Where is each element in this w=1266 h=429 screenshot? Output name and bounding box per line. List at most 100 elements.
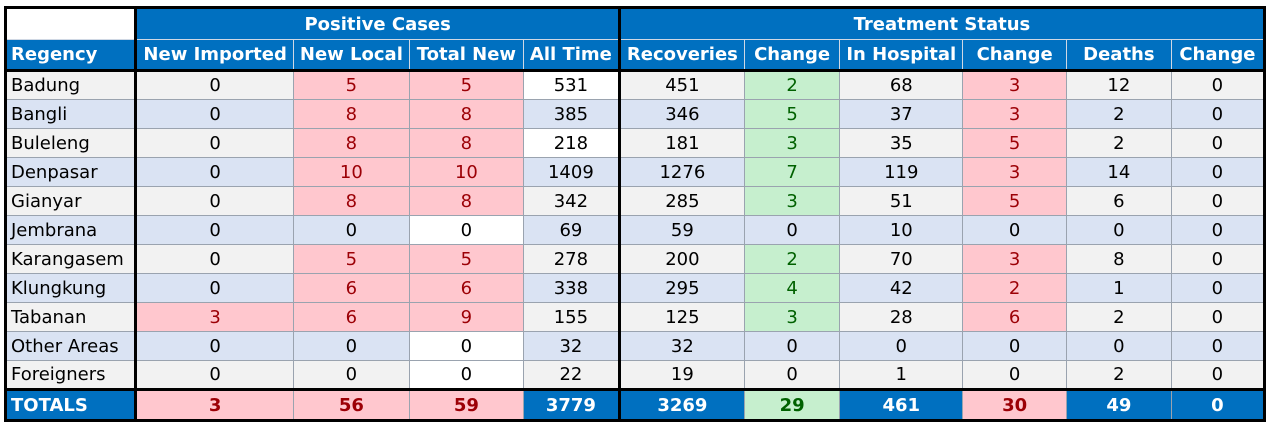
cell-deaths-change: 0 bbox=[1170, 360, 1266, 390]
cell-total-new: 9 bbox=[408, 302, 524, 332]
table-row: Karangasem 0 5 5 278 200 2 70 3 8 0 bbox=[4, 244, 1266, 274]
total-hospital-change: 30 bbox=[962, 388, 1068, 421]
cell-hospital-change: 3 bbox=[962, 244, 1068, 274]
cell-in-hospital: 119 bbox=[839, 157, 964, 187]
total-new-imported: 3 bbox=[135, 388, 294, 421]
col-header-recoveries: Recoveries bbox=[618, 39, 745, 71]
cell-new-imported: 0 bbox=[135, 360, 294, 390]
total-total-new: 59 bbox=[408, 388, 524, 421]
cell-deaths-change: 0 bbox=[1170, 244, 1266, 274]
cell-recoveries-change: 0 bbox=[743, 215, 841, 245]
treatment-status-header: Treatment Status bbox=[618, 7, 1266, 40]
table-row: Denpasar 0 10 10 1409 1276 7 119 3 14 0 bbox=[4, 157, 1266, 187]
total-recoveries-change: 29 bbox=[743, 388, 841, 421]
totals-row: TOTALS 3 56 59 3779 3269 29 461 30 49 0 bbox=[4, 388, 1266, 421]
regency-name: Jembrana bbox=[4, 215, 138, 245]
table-row: Klungkung 0 6 6 338 295 4 42 2 1 0 bbox=[4, 273, 1266, 303]
col-header-in-hospital: In Hospital bbox=[839, 39, 964, 71]
table-row: Other Areas 0 0 0 32 32 0 0 0 0 0 bbox=[4, 331, 1266, 361]
cell-recoveries: 59 bbox=[618, 215, 745, 245]
col-header-total-new: Total New bbox=[408, 39, 524, 71]
cell-in-hospital: 37 bbox=[839, 99, 964, 129]
regency-name: Tabanan bbox=[4, 302, 138, 332]
col-header-recoveries-change: Change bbox=[743, 39, 841, 71]
table-row: Jembrana 0 0 0 69 59 0 10 0 0 0 bbox=[4, 215, 1266, 245]
cell-recoveries-change: 3 bbox=[743, 128, 841, 158]
cell-new-imported: 0 bbox=[135, 99, 294, 129]
cell-deaths-change: 0 bbox=[1170, 273, 1266, 303]
cell-total-new: 8 bbox=[408, 99, 524, 129]
cell-hospital-change: 0 bbox=[962, 331, 1068, 361]
regency-name: Karangasem bbox=[4, 244, 138, 274]
cell-total-new: 8 bbox=[408, 186, 524, 216]
cell-total-new: 8 bbox=[408, 128, 524, 158]
total-all-time: 3779 bbox=[522, 388, 621, 421]
cell-all-time: 32 bbox=[522, 331, 621, 361]
cell-in-hospital: 35 bbox=[839, 128, 964, 158]
cell-in-hospital: 42 bbox=[839, 273, 964, 303]
col-header-new-imported: New Imported bbox=[135, 39, 294, 71]
regency-name: Badung bbox=[4, 70, 138, 100]
cell-new-local: 6 bbox=[292, 302, 410, 332]
cell-new-imported: 3 bbox=[135, 302, 294, 332]
cell-new-imported: 0 bbox=[135, 331, 294, 361]
cell-hospital-change: 2 bbox=[962, 273, 1068, 303]
cell-recoveries: 1276 bbox=[618, 157, 745, 187]
total-deaths: 49 bbox=[1066, 388, 1172, 421]
cell-all-time: 342 bbox=[522, 186, 621, 216]
cell-all-time: 155 bbox=[522, 302, 621, 332]
cell-all-time: 69 bbox=[522, 215, 621, 245]
corner-cell bbox=[4, 7, 138, 40]
total-recoveries: 3269 bbox=[618, 388, 745, 421]
table-row: Badung 0 5 5 531 451 2 68 3 12 0 bbox=[4, 70, 1266, 100]
cell-recoveries-change: 2 bbox=[743, 70, 841, 100]
cell-deaths-change: 0 bbox=[1170, 128, 1266, 158]
cell-total-new: 0 bbox=[408, 331, 524, 361]
cell-hospital-change: 3 bbox=[962, 157, 1068, 187]
cell-new-imported: 0 bbox=[135, 70, 294, 100]
cell-recoveries: 125 bbox=[618, 302, 745, 332]
col-header-all-time: All Time bbox=[522, 39, 621, 71]
cell-new-local: 6 bbox=[292, 273, 410, 303]
cell-hospital-change: 6 bbox=[962, 302, 1068, 332]
cell-in-hospital: 10 bbox=[839, 215, 964, 245]
cell-deaths-change: 0 bbox=[1170, 186, 1266, 216]
cell-deaths: 6 bbox=[1066, 186, 1172, 216]
cell-total-new: 5 bbox=[408, 70, 524, 100]
table-row: Bangli 0 8 8 385 346 5 37 3 2 0 bbox=[4, 99, 1266, 129]
regency-name: Denpasar bbox=[4, 157, 138, 187]
cell-total-new: 5 bbox=[408, 244, 524, 274]
cell-new-local: 10 bbox=[292, 157, 410, 187]
cell-all-time: 531 bbox=[522, 70, 621, 100]
col-header-deaths: Deaths bbox=[1066, 39, 1172, 71]
cell-deaths: 2 bbox=[1066, 360, 1172, 390]
cell-recoveries: 451 bbox=[618, 70, 745, 100]
cell-new-local: 8 bbox=[292, 128, 410, 158]
cell-total-new: 0 bbox=[408, 215, 524, 245]
cell-hospital-change: 5 bbox=[962, 186, 1068, 216]
cell-deaths-change: 0 bbox=[1170, 302, 1266, 332]
cell-deaths-change: 0 bbox=[1170, 99, 1266, 129]
cell-hospital-change: 5 bbox=[962, 128, 1068, 158]
table-row: Foreigners 0 0 0 22 19 0 1 0 2 0 bbox=[4, 360, 1266, 390]
cell-recoveries-change: 3 bbox=[743, 302, 841, 332]
regency-name: Other Areas bbox=[4, 331, 138, 361]
cell-deaths: 0 bbox=[1066, 331, 1172, 361]
cell-all-time: 385 bbox=[522, 99, 621, 129]
cell-deaths: 12 bbox=[1066, 70, 1172, 100]
cell-recoveries-change: 4 bbox=[743, 273, 841, 303]
cell-all-time: 338 bbox=[522, 273, 621, 303]
cell-deaths: 8 bbox=[1066, 244, 1172, 274]
cell-recoveries: 32 bbox=[618, 331, 745, 361]
group-header-row: Positive Cases Treatment Status bbox=[4, 7, 1266, 40]
col-header-deaths-change: Change bbox=[1170, 39, 1266, 71]
cell-in-hospital: 28 bbox=[839, 302, 964, 332]
cell-new-imported: 0 bbox=[135, 157, 294, 187]
regency-name: Klungkung bbox=[4, 273, 138, 303]
regency-name: Bangli bbox=[4, 99, 138, 129]
cell-deaths-change: 0 bbox=[1170, 215, 1266, 245]
cell-recoveries: 285 bbox=[618, 186, 745, 216]
cell-new-imported: 0 bbox=[135, 215, 294, 245]
cell-hospital-change: 3 bbox=[962, 99, 1068, 129]
